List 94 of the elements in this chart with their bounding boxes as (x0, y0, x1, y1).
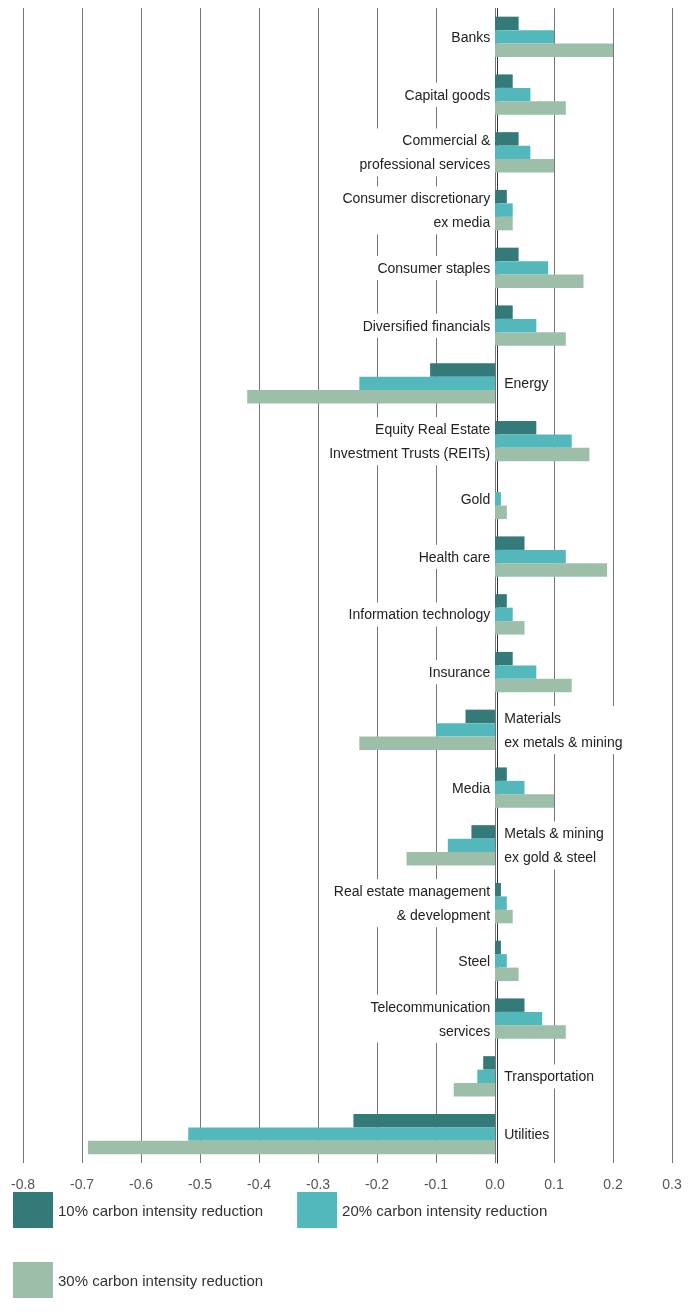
y-tick-label: Materials ex metals & mining (504, 709, 623, 750)
y-tick-label: Consumer staples (377, 259, 491, 276)
x-tick-label: 0.0 (485, 1176, 505, 1192)
bar (495, 767, 507, 781)
bar (495, 665, 537, 679)
bar (406, 852, 496, 866)
bar (453, 1083, 496, 1097)
bar (495, 332, 566, 346)
x-tick-label: -0.6 (128, 1176, 154, 1192)
bar (430, 363, 496, 377)
bar (495, 549, 566, 564)
legend-label: 10% carbon intensity reduction (58, 1201, 264, 1219)
bar (436, 723, 496, 737)
y-tick-label: Banks (451, 28, 491, 45)
x-tick-label: -0.8 (11, 1176, 36, 1192)
bar (495, 159, 555, 173)
bar (495, 563, 608, 577)
bar (495, 940, 501, 955)
bar (495, 780, 525, 795)
bar (87, 1140, 496, 1155)
bar (495, 43, 614, 58)
bar (495, 305, 513, 319)
y-tick-label: Diversified financials (362, 317, 491, 334)
bar (495, 74, 513, 88)
bar (495, 794, 555, 808)
y-tick-label: Media (452, 779, 491, 796)
bar (495, 30, 555, 44)
bar (359, 736, 496, 751)
bar (495, 621, 525, 635)
bar (495, 998, 525, 1012)
bar (495, 954, 507, 968)
bar (495, 420, 537, 435)
y-tick-label: Gold (460, 490, 491, 507)
y-tick-label: Equity Real Estate Investment Trusts (REITs) (329, 421, 491, 462)
bar (447, 838, 496, 853)
bar (495, 145, 531, 160)
bar (477, 1069, 496, 1084)
bar (495, 16, 519, 31)
y-tick-label: Energy (504, 375, 549, 392)
x-tick-label: -0.7 (69, 1176, 95, 1192)
y-tick-label: Steel (458, 952, 491, 969)
bar (471, 825, 496, 839)
legend-label: 20% carbon intensity reduction (342, 1201, 548, 1219)
x-tick-label: 0.3 (662, 1176, 682, 1192)
bar (495, 318, 537, 333)
x-tick-label: 0.1 (544, 1176, 564, 1192)
bar (495, 536, 525, 550)
bar (495, 505, 507, 520)
y-tick-label: Consumer discretionary ex media (342, 190, 491, 231)
bar (495, 909, 513, 924)
bar (495, 651, 513, 666)
bar (495, 247, 519, 262)
bar (495, 101, 566, 115)
x-tick-label: -0.2 (364, 1176, 390, 1192)
y-tick-label: Health care (418, 548, 491, 565)
y-tick-label: Telecommunication services (370, 998, 491, 1039)
bar (495, 607, 513, 622)
bar (353, 1113, 496, 1128)
y-tick-label: Capital goods (404, 86, 491, 103)
bar (465, 709, 496, 724)
bar (495, 882, 501, 897)
y-tick-label: Metals & mining ex gold & steel (504, 825, 604, 866)
y-tick-label: Commercial & professional services (359, 132, 491, 173)
bar (495, 216, 513, 231)
bar (495, 261, 549, 275)
bar (495, 447, 590, 462)
bar (495, 492, 501, 506)
bar (495, 896, 507, 910)
x-tick-label: -0.4 (246, 1176, 272, 1192)
x-tick-label: 0.2 (603, 1176, 623, 1192)
legend-label: 30% carbon intensity reduction (58, 1271, 264, 1289)
bar (247, 390, 496, 404)
bar (495, 434, 572, 448)
bar (483, 1056, 496, 1070)
y-tick-label: Transportation (504, 1068, 594, 1085)
bar (495, 594, 507, 608)
y-tick-label: Insurance (428, 664, 491, 681)
bar (495, 87, 531, 102)
x-tick-label: -0.5 (187, 1176, 213, 1192)
bar (495, 1011, 543, 1026)
y-tick-label: Information technology (348, 606, 491, 623)
bar (495, 203, 513, 217)
y-tick-label: Real estate management & development (333, 883, 491, 924)
y-tick-label: Utilities (504, 1126, 550, 1143)
bar (495, 274, 584, 289)
bar (188, 1127, 496, 1141)
bar (495, 189, 507, 204)
x-tick-label: -0.3 (305, 1176, 331, 1192)
bar (359, 376, 496, 391)
bar (495, 967, 519, 982)
bar (495, 678, 572, 693)
bar (495, 1025, 566, 1039)
bar (495, 132, 519, 146)
x-tick-label: -0.1 (423, 1176, 449, 1192)
